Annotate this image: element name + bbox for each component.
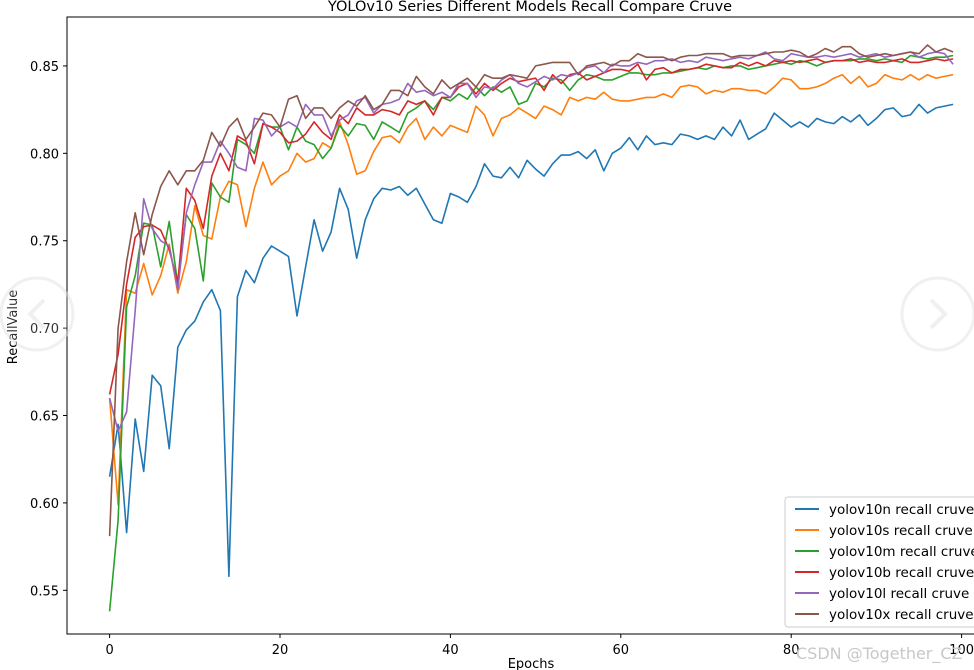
y-tick-label: 0.55: [30, 584, 59, 599]
y-axis: 0.55 0.60 0.65 0.70 0.75 0.80 0.85: [30, 60, 67, 599]
plot-frame: [66, 16, 974, 635]
prev-slide-button[interactable]: [0, 276, 75, 352]
series-line-1: [108, 73, 954, 506]
series-line-3: [108, 58, 954, 395]
y-tick-label: 0.85: [30, 60, 59, 75]
y-tick-label: 0.75: [30, 235, 59, 250]
y-tick-label: 0.80: [30, 147, 59, 162]
legend-entry: yolov10l recall cruve: [829, 586, 969, 602]
x-tick-label: 80: [783, 643, 800, 658]
next-slide-button[interactable]: [900, 276, 974, 352]
legend-entry: yolov10s recall cruve: [829, 523, 973, 539]
x-tick-label: 60: [613, 643, 630, 658]
chevron-right-icon: [929, 298, 948, 330]
x-tick-label: 40: [442, 643, 459, 658]
x-axis: 0 20 40 60 80 100: [105, 634, 974, 658]
watermark: CSDN @Together_CZ: [796, 644, 963, 664]
x-tick-label: 100: [949, 643, 974, 658]
series-line-0: [108, 103, 954, 578]
legend-entry: yolov10b recall cruve: [829, 565, 974, 581]
legend-box: [784, 496, 974, 628]
series-line-5: [108, 44, 954, 537]
y-tick-label: 0.65: [30, 410, 59, 425]
y-tick-label: 0.70: [30, 322, 59, 337]
chevron-left-icon: [27, 298, 46, 330]
legend: yolov10n recall cruve yolov10s recall cru…: [784, 496, 974, 628]
x-axis-label: Epochs: [508, 657, 555, 670]
series-line-4: [108, 51, 954, 433]
chart-title: YOLOv10 Series Different Models Recall C…: [327, 0, 732, 15]
legend-entry: yolov10n recall cruve: [829, 502, 974, 518]
x-tick-label: 0: [105, 643, 113, 658]
legend-entry: yolov10x recall cruve: [829, 607, 974, 623]
x-tick-label: 20: [272, 643, 289, 658]
y-tick-label: 0.60: [30, 497, 59, 512]
legend-entry: yolov10m recall cruve: [829, 544, 974, 560]
